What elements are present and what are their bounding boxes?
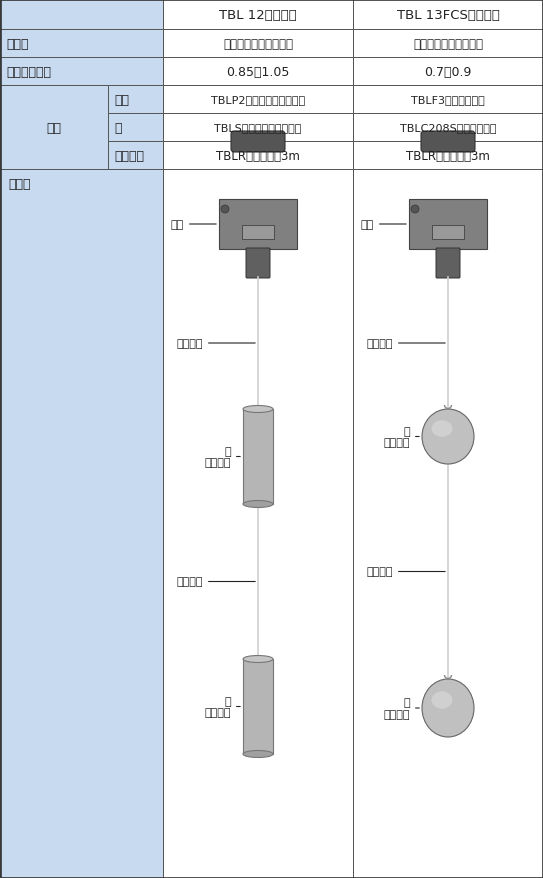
Circle shape (221, 205, 229, 213)
Ellipse shape (243, 501, 273, 507)
Bar (0, 86, 108, 169)
Text: TBLF3：アルミ镃物: TBLF3：アルミ镃物 (411, 95, 485, 104)
Text: TBLR：テトロン3m: TBLR：テトロン3m (216, 149, 300, 162)
Text: TBL 13FCS（油用）: TBL 13FCS（油用） (396, 9, 500, 21)
Text: 外　観: 外 観 (8, 177, 30, 191)
Bar (432, 226, 464, 240)
Ellipse shape (243, 656, 273, 663)
Text: 錢
（下限）: 錢 （下限） (383, 697, 419, 719)
Text: 錢
（上限）: 錢 （上限） (383, 426, 419, 448)
Bar (0, 30, 163, 58)
Bar (108, 142, 163, 169)
Ellipse shape (422, 409, 474, 464)
Text: 吹りひも: 吹りひも (176, 577, 255, 587)
Bar (353, 0, 543, 30)
Text: 浄水、汚水、海水など: 浄水、汚水、海水など (223, 38, 293, 50)
FancyBboxPatch shape (409, 200, 487, 249)
Bar (108, 114, 163, 142)
Text: TBLR：テトロン3m: TBLR：テトロン3m (406, 149, 490, 162)
Bar (163, 86, 353, 114)
Text: 吹りひも: 吹りひも (367, 567, 445, 577)
Bar (353, 169, 543, 878)
Bar (242, 226, 274, 240)
Text: 吹りひも: 吹りひも (114, 149, 144, 162)
FancyBboxPatch shape (421, 132, 475, 153)
Text: 本体: 本体 (171, 220, 216, 230)
Text: 重油、軽油、灯油など: 重油、軽油、灯油など (413, 38, 483, 50)
Bar (353, 30, 543, 58)
Text: 適用比重範囲: 適用比重範囲 (6, 66, 51, 78)
Bar (163, 114, 353, 142)
Text: TBL 12（水用）: TBL 12（水用） (219, 9, 297, 21)
FancyBboxPatch shape (246, 248, 270, 278)
FancyBboxPatch shape (219, 200, 297, 249)
Bar (108, 86, 163, 114)
Text: 0.7～0.9: 0.7～0.9 (424, 66, 472, 78)
Ellipse shape (243, 751, 273, 758)
Bar (163, 30, 353, 58)
Text: 錢: 錢 (114, 121, 122, 134)
Bar (243, 409, 273, 505)
Text: TBLS：硬質塗化ビニール: TBLS：硬質塗化ビニール (214, 123, 302, 133)
Text: 用　途: 用 途 (6, 38, 28, 50)
Bar (353, 58, 543, 86)
Text: 材質: 材質 (47, 121, 61, 134)
Text: 吹りひも: 吹りひも (367, 339, 445, 349)
Text: TBLP2：ポリカーボネート: TBLP2：ポリカーボネート (211, 95, 305, 104)
Bar (0, 58, 163, 86)
Bar (163, 142, 353, 169)
Ellipse shape (432, 692, 452, 709)
Text: 0.85～1.05: 0.85～1.05 (226, 66, 289, 78)
Text: 錢
（上限）: 錢 （上限） (205, 446, 240, 468)
Circle shape (411, 205, 419, 213)
Text: 錢
（下限）: 錢 （下限） (205, 696, 240, 717)
Text: 本体: 本体 (114, 93, 129, 106)
Bar (353, 142, 543, 169)
Ellipse shape (243, 406, 273, 413)
Text: 本体: 本体 (361, 220, 406, 230)
Ellipse shape (432, 421, 452, 437)
Bar (163, 0, 353, 30)
Bar (0, 0, 163, 30)
Bar (353, 86, 543, 114)
Text: TBLC208S：ステンレス: TBLC208S：ステンレス (400, 123, 496, 133)
Bar (163, 169, 353, 878)
Bar (353, 114, 543, 142)
FancyBboxPatch shape (231, 132, 285, 153)
Bar (163, 58, 353, 86)
Text: 吹りひも: 吹りひも (176, 339, 255, 349)
Bar (243, 659, 273, 754)
FancyBboxPatch shape (436, 248, 460, 278)
Ellipse shape (422, 680, 474, 738)
Bar (0, 169, 163, 878)
